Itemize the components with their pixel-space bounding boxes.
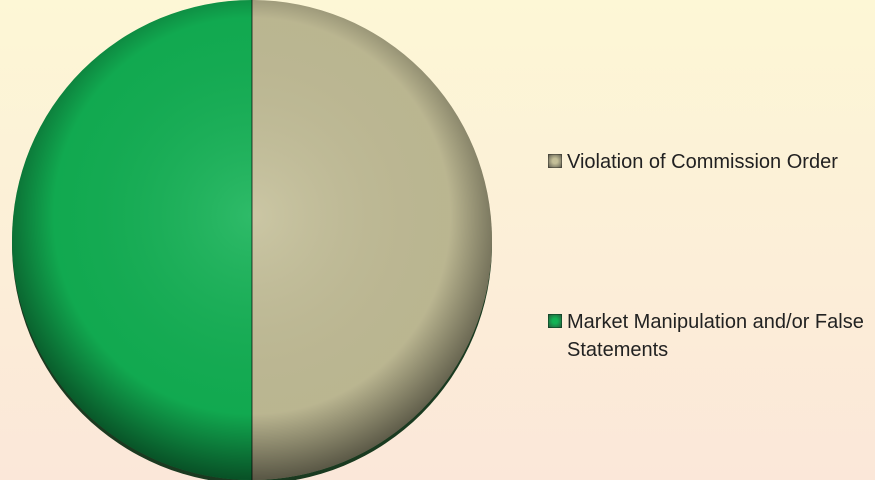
legend-swatch bbox=[548, 314, 562, 328]
pie bbox=[12, 0, 492, 480]
legend-entry: Violation of Commission Order bbox=[548, 148, 868, 176]
legend-entry: Market Manipulation and/or False Stateme… bbox=[548, 308, 868, 364]
legend-label: Market Manipulation and/or False Stateme… bbox=[567, 311, 864, 361]
pie-shading bbox=[12, 0, 492, 480]
legend-swatch bbox=[548, 154, 562, 168]
legend-label: Violation of Commission Order bbox=[567, 151, 838, 173]
